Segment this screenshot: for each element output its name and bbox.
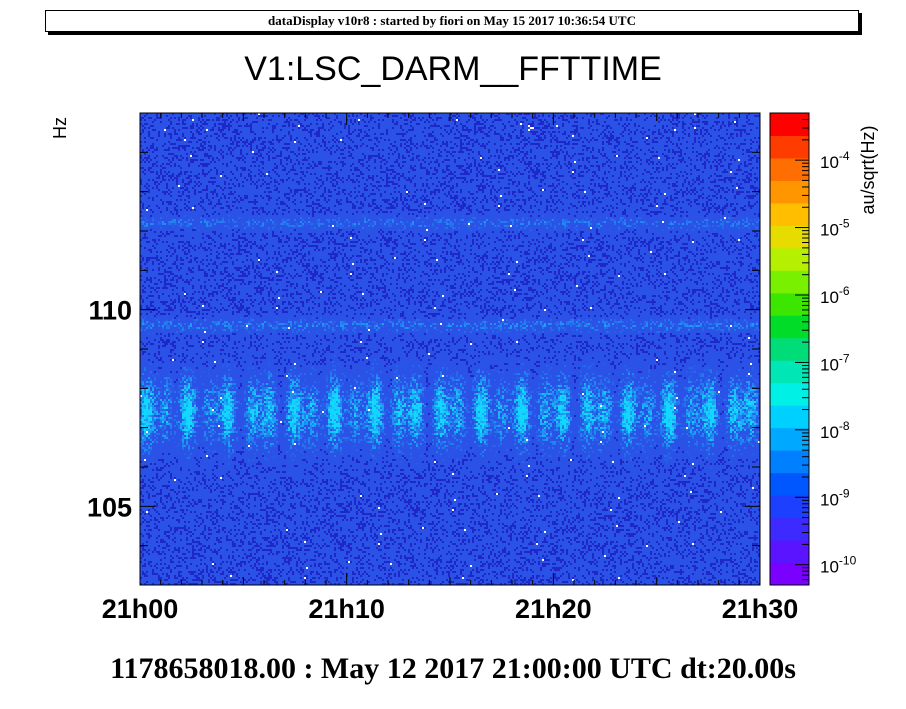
colorbar-segment [770,180,809,204]
colorbar-segment [770,517,809,541]
colorbar-segment [770,337,809,361]
colorbar-segment [770,382,809,406]
chart-title: V1:LSC_DARM__FFTTIME [244,50,662,88]
colorbar-tick-label: 10-10 [820,554,857,577]
colorbar-segment [770,360,809,384]
colorbar-segment [770,540,809,564]
colorbar-segment [770,247,809,271]
heatmap [140,113,760,585]
y-ticks: 105 110 [87,112,760,586]
x-tick-label: 21h00 [102,594,179,624]
colorbar-segment [770,225,809,249]
colorbar-frame [769,112,810,586]
colorbar-tick-label: 10-5 [820,217,850,240]
colorbar-tick-label: 10-7 [820,351,850,374]
colorbar-segment [770,315,809,339]
colorbar-tick-label: 10-9 [820,486,850,509]
colorbar-tick-label: 10-6 [820,284,850,307]
colorbar-segment [770,472,809,496]
colorbar-segment [770,405,809,429]
colorbar-segment [770,562,809,586]
colorbar-tick-label: 10-8 [820,419,850,442]
colorbar-segment [770,450,809,474]
colorbar-segment [770,157,809,181]
heatmap-image [140,113,760,585]
x-tick-label: 21h30 [722,594,799,624]
colorbar-segment [770,135,809,159]
x-tick-label: 21h10 [308,594,385,624]
y-axis-label: Hz [50,117,70,139]
colorbar-segment [770,113,809,136]
colorbar-tick-label: 10-4 [820,149,850,172]
x-tick-label: 21h20 [515,594,592,624]
colorbar-segment [770,427,809,451]
banner: dataDisplay v10r8 : started by fiori on … [45,10,859,32]
colorbar-segment [770,495,809,519]
colorbar-label: au/sqrt(Hz) [858,125,878,214]
colorbar-segment [770,202,809,226]
y-tick-label: 110 [88,296,132,326]
colorbar-segment [770,292,809,316]
footer-timestamp: 1178658018.00 : May 12 2017 21:00:00 UTC… [110,652,796,685]
colorbar-segment [770,270,809,294]
colorbar: 10-10 10-9 10-8 10-7 10-6 10-5 10-4 [769,112,857,586]
y-tick-label: 105 [87,492,132,522]
x-ticks: 21h00 21h10 21h20 21h30 [102,113,799,624]
